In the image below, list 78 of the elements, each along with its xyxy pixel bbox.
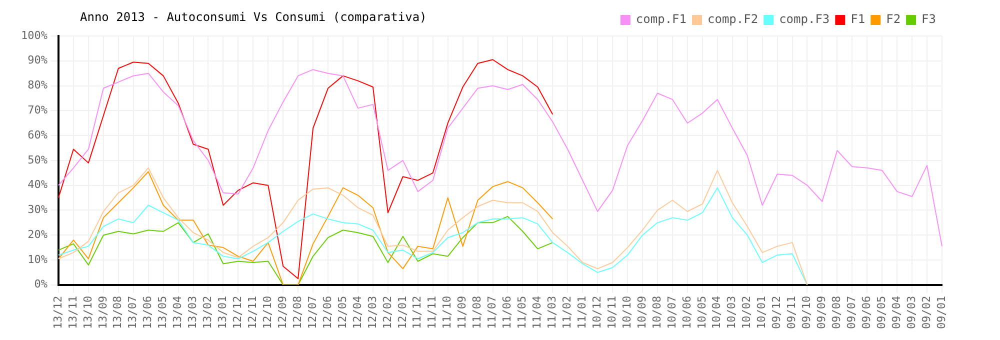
x-tick-label: 09/04 xyxy=(890,296,903,330)
x-tick-label: 10/09 xyxy=(635,296,648,330)
legend-label: comp.F2 xyxy=(708,12,758,26)
y-tick-label: 70% xyxy=(28,104,48,117)
x-tick-label: 09/10 xyxy=(800,296,814,330)
x-tick-label: 10/07 xyxy=(665,296,678,330)
x-tick-label: 12/08 xyxy=(290,296,304,330)
x-tick-label: 13/03 xyxy=(186,296,200,330)
x-tick-label: 12/03 xyxy=(366,296,379,330)
x-tick-label: 09/02 xyxy=(920,296,933,330)
x-tick-label: 12/09 xyxy=(276,296,289,330)
x-tick-label: 09/01 xyxy=(934,296,948,330)
x-tick-label: 11/02 xyxy=(560,296,574,330)
x-tick-label: 09/09 xyxy=(815,296,828,330)
y-tick-label: 90% xyxy=(28,54,48,67)
x-tick-label: 13/08 xyxy=(111,296,124,330)
x-tick-label: 10/06 xyxy=(680,296,694,330)
x-tick-label: 09/06 xyxy=(860,296,873,330)
x-tick-label: 10/05 xyxy=(695,296,708,330)
x-tick-label: 13/04 xyxy=(171,296,184,330)
x-tick-label: 10/11 xyxy=(605,296,618,330)
x-tick-label: 10/03 xyxy=(725,296,738,330)
legend-label: F3 xyxy=(922,12,936,26)
x-tick-label: 09/08 xyxy=(830,296,844,330)
legend-label: comp.F1 xyxy=(636,12,687,26)
x-tick-label: 11/09 xyxy=(456,296,469,330)
x-tick-label: 13/02 xyxy=(201,296,214,330)
x-tick-label: 12/04 xyxy=(350,296,364,330)
y-tick-label: 80% xyxy=(28,78,48,92)
x-tick-label: 12/11 xyxy=(246,296,260,330)
x-tick-label: 12/01 xyxy=(396,296,409,330)
x-tick-label: 10/01 xyxy=(755,296,768,330)
x-tick-label: 10/12 xyxy=(590,296,604,330)
y-tick-label: 60% xyxy=(28,128,48,142)
x-tick-label: 11/07 xyxy=(486,296,499,330)
x-tick-label: 13/09 xyxy=(96,296,110,330)
x-tick-label: 12/12 xyxy=(231,296,244,330)
y-tick-label: 100% xyxy=(20,28,48,42)
x-tick-label: 11/04 xyxy=(530,296,544,330)
x-tick-label: 10/08 xyxy=(650,296,664,330)
legend-label: F2 xyxy=(886,12,901,26)
x-tick-label: 09/12 xyxy=(770,296,784,330)
x-tick-label: 13/11 xyxy=(66,296,80,330)
x-tick-label: 09/05 xyxy=(874,296,888,330)
y-tick-label: 10% xyxy=(28,252,48,266)
y-tick-label: 40% xyxy=(28,178,48,192)
y-tick-label: 30% xyxy=(28,203,48,216)
x-tick-label: 13/10 xyxy=(81,296,94,330)
x-tick-label: 13/12 xyxy=(51,296,64,330)
x-tick-label: 12/06 xyxy=(320,296,334,330)
x-tick-label: 11/12 xyxy=(410,296,424,330)
x-tick-label: 11/03 xyxy=(546,296,559,330)
x-tick-label: 13/01 xyxy=(216,296,230,330)
x-tick-label: 13/07 xyxy=(126,296,140,330)
x-tick-label: 12/02 xyxy=(380,296,394,330)
x-tick-label: 11/10 xyxy=(440,296,454,330)
x-tick-label: 09/07 xyxy=(845,296,858,330)
x-tick-label: 11/05 xyxy=(516,296,529,330)
legend-label: F1 xyxy=(850,12,866,26)
x-tick-label: 10/04 xyxy=(710,296,724,330)
y-tick-label: 20% xyxy=(28,228,48,241)
x-tick-label: 11/06 xyxy=(500,296,514,330)
x-tick-label: 10/10 xyxy=(620,296,634,330)
chart-title: Anno 2013 - Autoconsumi Vs Consumi (comparativa) xyxy=(80,10,427,24)
x-tick-label: 11/01 xyxy=(575,296,588,330)
x-tick-label: 12/10 xyxy=(260,296,274,330)
x-tick-label: 09/11 xyxy=(785,296,798,330)
x-tick-label: 13/05 xyxy=(156,296,170,330)
y-tick-label: 0% xyxy=(34,278,48,291)
y-tick-label: 50% xyxy=(28,153,48,166)
x-tick-label: 09/03 xyxy=(904,296,918,330)
x-tick-label: 11/08 xyxy=(470,296,484,330)
x-tick-label: 10/02 xyxy=(740,296,754,330)
x-tick-label: 11/11 xyxy=(426,296,439,330)
x-tick-label: 13/06 xyxy=(141,296,154,330)
x-tick-label: 12/07 xyxy=(306,296,319,330)
legend-label: comp.F3 xyxy=(779,12,830,26)
x-tick-label: 12/05 xyxy=(336,296,349,330)
